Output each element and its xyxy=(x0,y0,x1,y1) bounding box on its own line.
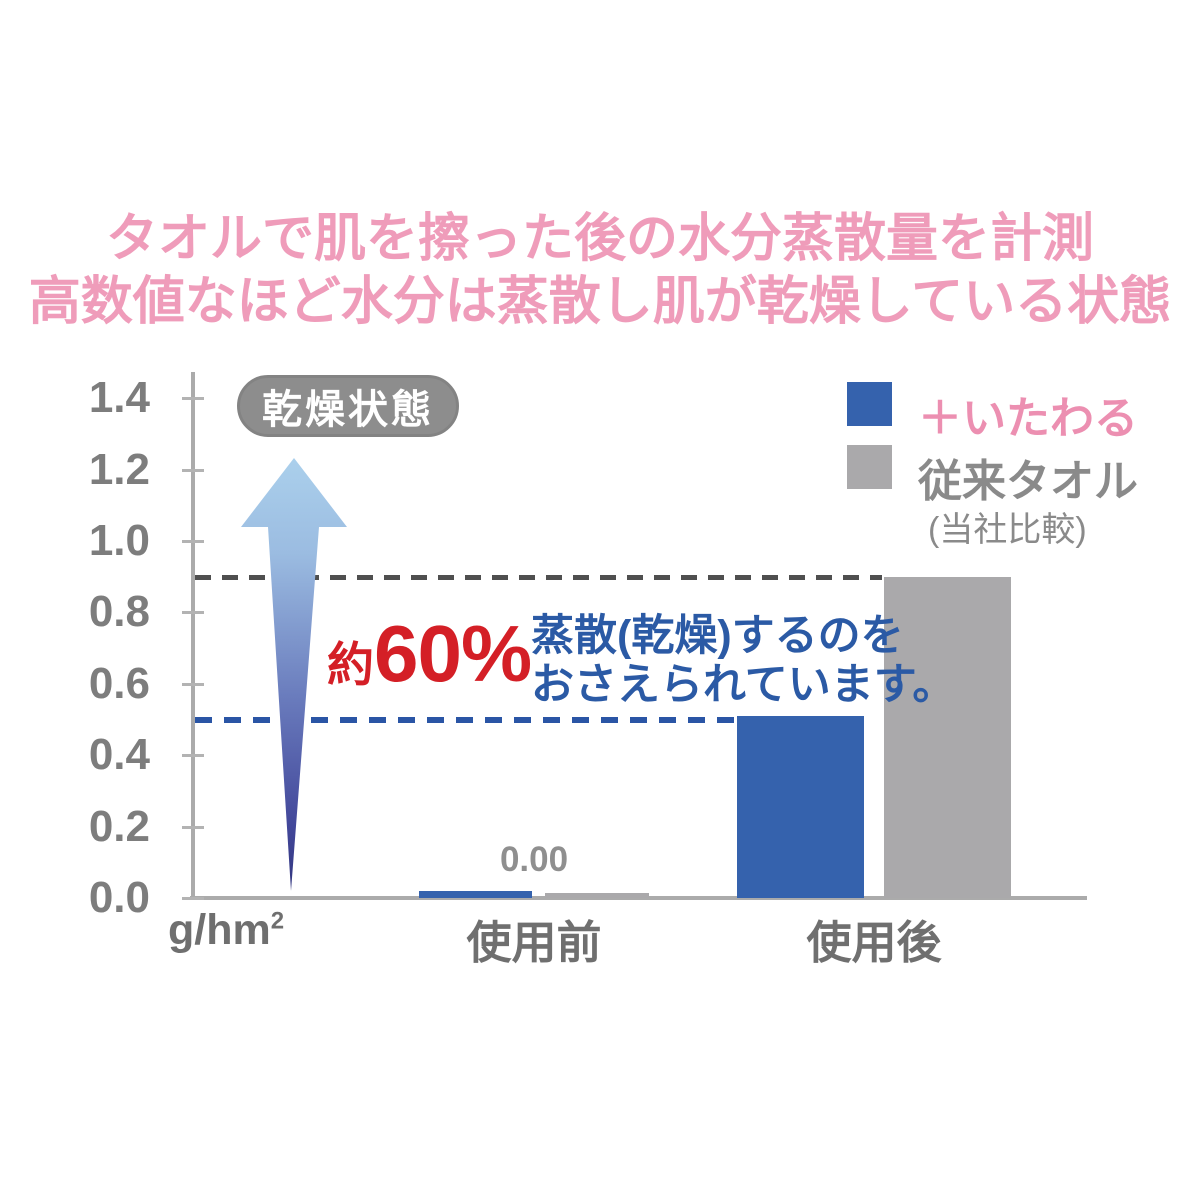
y-tick-label: 1.0 xyxy=(88,516,150,565)
y-tick-label: 0.0 xyxy=(88,873,150,922)
bar-after-itawaru xyxy=(737,716,864,898)
suppression-note: 蒸散(乾燥)するのを おさえられています。 xyxy=(531,612,955,709)
y-tick-label: 0.6 xyxy=(88,658,150,708)
up-arrow-icon xyxy=(241,458,347,891)
y-axis-unit-label: g/hm2 xyxy=(168,906,285,954)
percent-annotation: 約60% xyxy=(327,608,532,700)
y-tick-label: 0.2 xyxy=(88,801,150,851)
y-tick-mark xyxy=(182,897,204,900)
y-tick-mark xyxy=(182,611,204,615)
y-tick-mark xyxy=(182,682,204,686)
bar-after-conventional xyxy=(884,577,1011,898)
legend-note: (当社比較) xyxy=(928,511,1087,549)
y-tick-label: 1.4 xyxy=(88,373,150,423)
x-axis-line xyxy=(190,896,1087,900)
dry-state-badge-label: 乾燥状態 xyxy=(262,388,434,432)
y-axis-line xyxy=(191,372,195,900)
reference-line-conventional xyxy=(195,574,882,580)
y-tick-mark xyxy=(182,540,204,543)
x-label-after: 使用後 xyxy=(806,917,942,968)
suppression-note-line-1: 蒸散(乾燥)するのを xyxy=(531,612,904,660)
chart-title: タオルで肌を擦った後の水分蒸散量を計測 高数値なほど水分は蒸散し肌が乾燥している… xyxy=(0,208,1200,335)
bar-before-itawaru xyxy=(419,891,532,898)
unit-superscript: 2 xyxy=(270,907,285,935)
chart-title-line-1: タオルで肌を擦った後の水分蒸散量を計測 xyxy=(105,210,1094,268)
y-tick-label: 1.2 xyxy=(88,444,150,494)
dry-state-badge: 乾燥状態 xyxy=(237,375,459,437)
y-tick-mark xyxy=(182,397,204,401)
approx-prefix: 約 xyxy=(327,638,374,691)
reference-line-itawaru xyxy=(195,716,737,723)
percent-value: 60% xyxy=(374,609,532,698)
y-tick-mark xyxy=(182,754,204,758)
y-tick-label: 0.4 xyxy=(88,730,150,780)
y-tick-mark xyxy=(182,825,204,829)
suppression-note-line-2: おさえられています。 xyxy=(531,660,956,709)
legend-label-itawaru: ＋いたわる xyxy=(918,394,1138,443)
y-tick-label: 0.8 xyxy=(88,587,150,637)
legend-swatch-itawaru xyxy=(847,382,892,426)
legend-swatch-conventional xyxy=(847,445,892,489)
zero-value-label: 0.00 xyxy=(499,840,569,879)
x-label-before: 使用前 xyxy=(466,917,602,968)
bar-before-conventional xyxy=(545,893,649,898)
legend-label-conventional: 従来タオル xyxy=(918,457,1138,506)
chart-title-line-2: 高数値なほど水分は蒸散し肌が乾燥している状態 xyxy=(28,273,1172,332)
y-tick-mark xyxy=(182,468,204,472)
